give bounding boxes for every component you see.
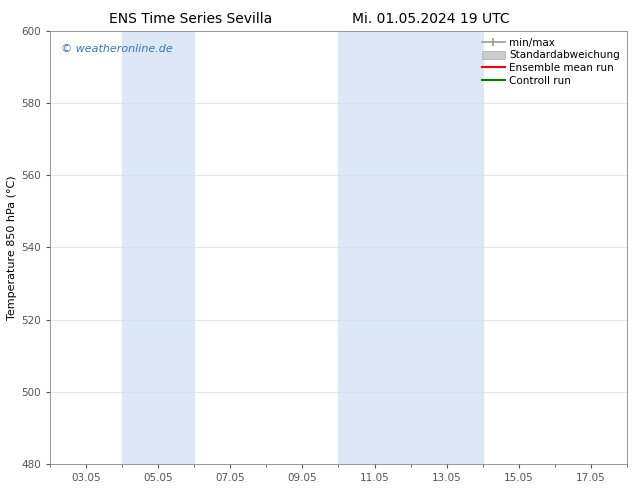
Bar (339, 30, 482, 464)
Y-axis label: Temperature 850 hPa (°C): Temperature 850 hPa (°C) (7, 175, 17, 319)
Bar (122, 30, 194, 464)
Text: ENS Time Series Sevilla: ENS Time Series Sevilla (108, 12, 272, 26)
Text: Mi. 01.05.2024 19 UTC: Mi. 01.05.2024 19 UTC (353, 12, 510, 26)
Text: © weatheronline.de: © weatheronline.de (61, 44, 173, 53)
Legend: min/max, Standardabweichung, Ensemble mean run, Controll run: min/max, Standardabweichung, Ensemble me… (480, 36, 622, 88)
